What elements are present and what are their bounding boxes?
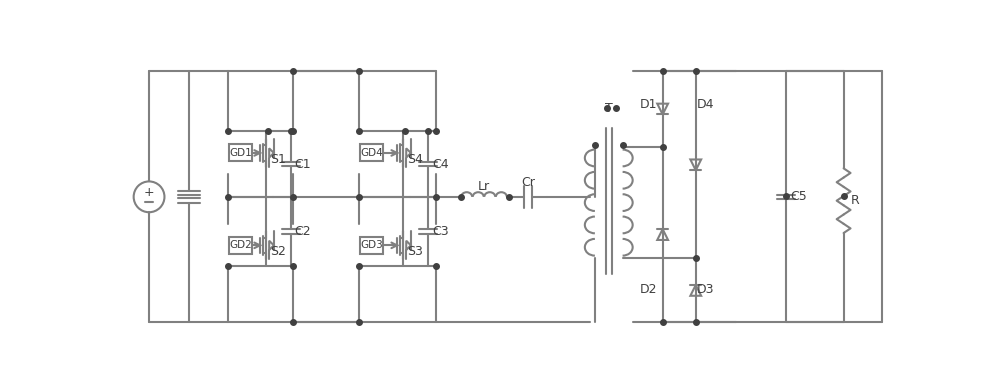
- Text: C1: C1: [295, 158, 311, 171]
- Text: D4: D4: [696, 98, 714, 111]
- Text: C3: C3: [432, 225, 448, 238]
- Text: GD3: GD3: [360, 240, 383, 251]
- Text: D1: D1: [640, 98, 658, 111]
- Text: D3: D3: [696, 283, 714, 296]
- Text: GD2: GD2: [229, 240, 252, 251]
- Text: S1: S1: [270, 152, 286, 166]
- Text: R: R: [851, 194, 860, 207]
- Text: GD1: GD1: [229, 148, 252, 158]
- Text: Cr: Cr: [521, 177, 535, 189]
- Text: +: +: [144, 186, 154, 199]
- Text: S3: S3: [408, 245, 423, 258]
- Text: T: T: [605, 102, 613, 115]
- Text: D2: D2: [640, 283, 658, 296]
- Text: C4: C4: [432, 158, 448, 171]
- Text: S2: S2: [270, 245, 286, 258]
- Text: S4: S4: [408, 152, 423, 166]
- Text: Lr: Lr: [478, 180, 490, 193]
- Text: C5: C5: [790, 190, 807, 203]
- Text: GD4: GD4: [360, 148, 383, 158]
- Text: C2: C2: [295, 225, 311, 238]
